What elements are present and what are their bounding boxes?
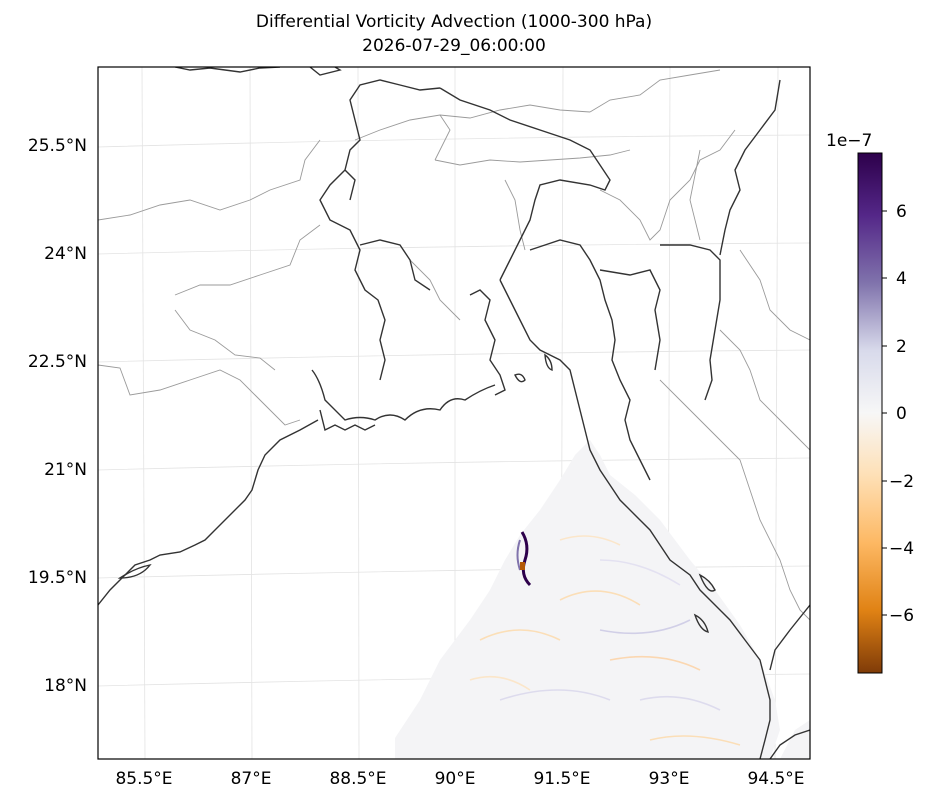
- latitude-axis: 25.5°N 24°N 22.5°N 21°N 19.5°N 18°N: [28, 136, 87, 696]
- map-area: [98, 67, 810, 759]
- colorbar-tick-label: −4: [889, 539, 914, 559]
- vorticity-field: [395, 440, 810, 759]
- lon-tick-label: 88.5°E: [329, 769, 386, 789]
- longitude-axis: 85.5°E 87°E 88.5°E 90°E 91.5°E 93°E 94.5…: [115, 769, 804, 789]
- lat-tick-label: 22.5°N: [28, 352, 87, 372]
- lat-tick-label: 18°N: [44, 676, 87, 696]
- map-subtitle: 2026-07-29_06:00:00: [362, 36, 546, 56]
- lat-tick-label: 21°N: [44, 460, 87, 480]
- colorbar-tick-label: −6: [889, 606, 914, 626]
- lon-tick-label: 91.5°E: [533, 769, 590, 789]
- state-borders: [98, 69, 810, 621]
- colorbar-gradient: [857, 152, 883, 674]
- colorbar: 1e−7 6 4 2 0 −2 −4 −6: [826, 131, 914, 674]
- map-frame: [97, 66, 811, 760]
- coastline: [98, 67, 810, 759]
- colorbar-tick-label: 0: [896, 404, 907, 424]
- colorbar-exponent: 1e−7: [826, 131, 872, 151]
- colorbar-tick-label: 2: [896, 337, 907, 357]
- lon-tick-label: 94.5°E: [747, 769, 804, 789]
- lon-tick-label: 87°E: [231, 769, 272, 789]
- lat-tick-label: 19.5°N: [28, 568, 87, 588]
- gridlines: [98, 67, 810, 759]
- lat-tick-label: 25.5°N: [28, 136, 87, 156]
- lat-tick-label: 24°N: [44, 244, 87, 264]
- colorbar-tick-label: −2: [889, 472, 914, 492]
- lon-tick-label: 93°E: [649, 769, 690, 789]
- colorbar-tick-label: 4: [896, 269, 907, 289]
- lon-tick-label: 85.5°E: [115, 769, 172, 789]
- map-title: Differential Vorticity Advection (1000-3…: [255, 12, 653, 32]
- lon-tick-label: 90°E: [435, 769, 476, 789]
- colorbar-tick-label: 6: [896, 202, 907, 222]
